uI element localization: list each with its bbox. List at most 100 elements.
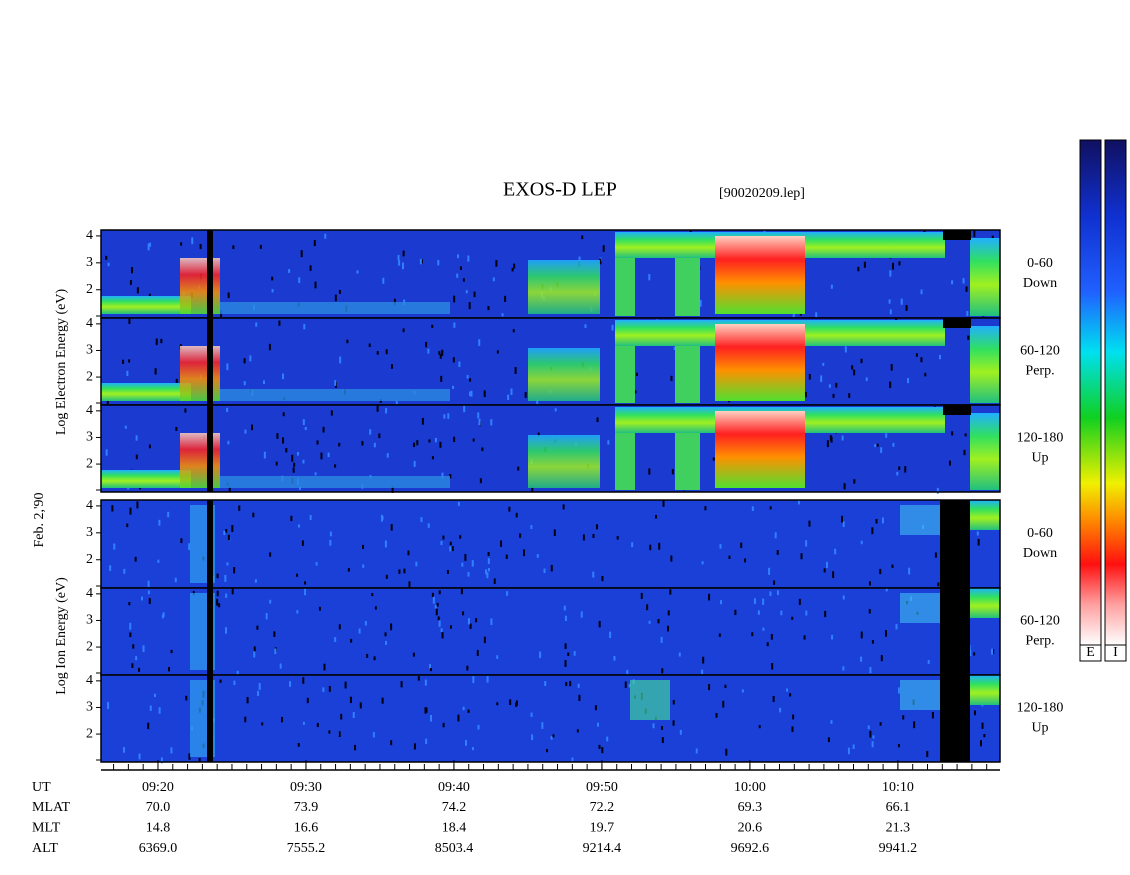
speckle (847, 747, 850, 755)
speckle (130, 267, 133, 274)
speckle (803, 635, 806, 640)
speckle (402, 250, 405, 257)
speckle (403, 568, 406, 574)
speckle (826, 440, 829, 448)
speckle (149, 242, 152, 247)
speckle (271, 276, 274, 281)
speckle (142, 645, 145, 652)
speckle (315, 562, 318, 566)
speckle (800, 553, 803, 560)
speckle (852, 744, 855, 749)
speckle (868, 608, 871, 614)
speckle (695, 748, 698, 754)
speckle (460, 588, 463, 595)
speckle (385, 408, 388, 414)
speckle (779, 707, 782, 713)
speckle (951, 431, 954, 436)
speckle (147, 580, 150, 587)
speckle (419, 258, 422, 265)
speckle (227, 440, 230, 445)
speckle (252, 512, 255, 518)
data-gap (207, 230, 213, 318)
x-row-label: UT (32, 780, 51, 795)
speckle (466, 375, 469, 379)
feature (715, 236, 805, 314)
speckle (175, 426, 178, 432)
speckle (148, 293, 151, 298)
speckle (309, 265, 312, 271)
speckle (595, 524, 598, 530)
speckle (148, 598, 151, 605)
ephemeris-value: 14.8 (146, 821, 171, 836)
speckle (304, 588, 307, 596)
speckle (140, 596, 143, 601)
speckle (376, 351, 379, 355)
feature (615, 346, 635, 403)
speckle (569, 680, 572, 687)
speckle (157, 559, 160, 563)
speckle (871, 741, 874, 748)
speckle (329, 531, 332, 537)
speckle (136, 501, 139, 509)
speckle (885, 588, 888, 592)
speckle (128, 318, 131, 324)
speckle (435, 608, 438, 616)
speckle (269, 599, 272, 604)
speckle (413, 460, 416, 467)
speckle (381, 697, 384, 704)
speckle (667, 610, 670, 616)
speckle (129, 507, 132, 515)
speckle (827, 737, 830, 743)
speckle (780, 610, 783, 616)
speckle (359, 702, 362, 709)
speckle (291, 454, 294, 462)
speckle (609, 631, 612, 639)
panel-direction-label: Perp. (1025, 634, 1054, 649)
speckle (298, 277, 301, 284)
y-tick-label: 4 (86, 586, 93, 601)
ephemeris-value: 72.2 (590, 800, 615, 815)
speckle (966, 311, 969, 316)
speckle (496, 702, 499, 706)
feature (715, 324, 805, 401)
feature (970, 326, 1000, 403)
speckle (879, 722, 882, 726)
panel-direction-label: Down (1023, 546, 1057, 561)
speckle (231, 525, 234, 532)
colorbar-label-box (1104, 644, 1127, 662)
speckle (613, 655, 616, 661)
ephemeris-value: 18.4 (442, 821, 467, 836)
speckle (969, 649, 972, 657)
speckle (486, 572, 489, 579)
speckle (323, 663, 326, 671)
speckle (371, 593, 374, 597)
speckle (439, 354, 442, 359)
speckle (719, 544, 722, 549)
speckle (865, 377, 868, 382)
speckle (296, 573, 299, 577)
speckle (313, 240, 316, 247)
speckle (834, 548, 837, 555)
speckle (708, 684, 711, 691)
speckle (449, 474, 452, 479)
speckle (467, 255, 470, 262)
speckle (282, 437, 285, 444)
speckle (457, 254, 460, 259)
speckle (889, 270, 892, 277)
feature (715, 411, 805, 488)
ephemeris-value: 74.2 (442, 800, 467, 815)
speckle (860, 656, 863, 662)
speckle (231, 588, 234, 595)
speckle (541, 722, 544, 729)
speckle (776, 550, 779, 555)
speckle (415, 561, 418, 567)
speckle (385, 640, 388, 645)
y-tick-label: 4 (86, 498, 93, 513)
ephemeris-value: 20.6 (738, 821, 763, 836)
speckle (536, 554, 539, 558)
speckle (536, 399, 539, 405)
speckle (508, 506, 511, 512)
speckle (366, 653, 369, 658)
speckle (442, 535, 445, 540)
y-tick-label: 3 (86, 700, 93, 715)
